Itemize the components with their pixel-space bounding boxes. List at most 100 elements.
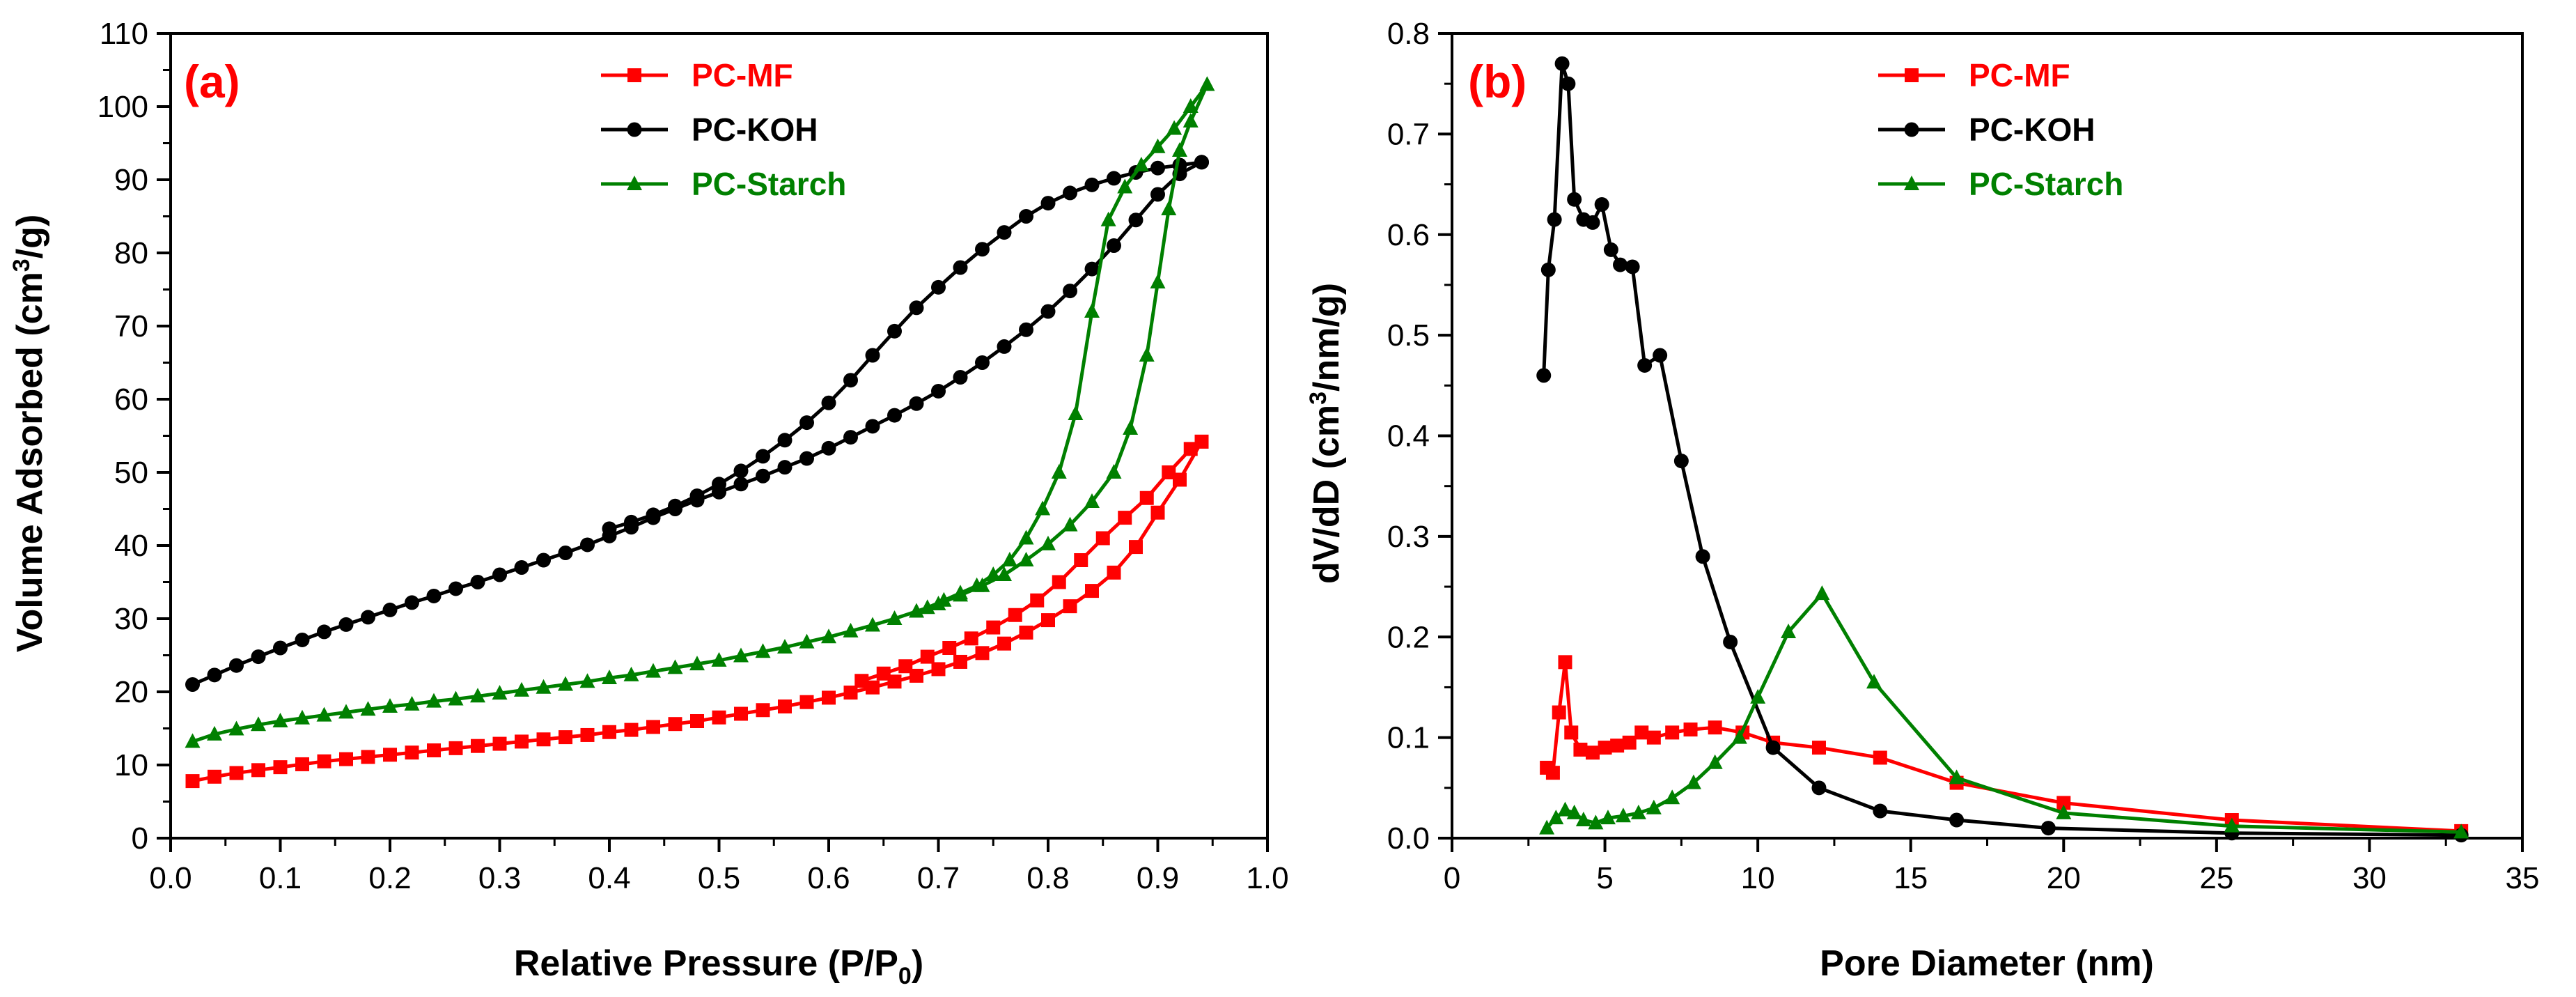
panel-a-x-tick-label: 0.9 (1137, 861, 1179, 895)
panel-a-pc-mf-point (1085, 584, 1099, 598)
panel-a-pc-koh-point (382, 602, 398, 617)
panel-a-pc-koh-point (361, 610, 375, 625)
panel-a-pc-koh-point (338, 617, 354, 632)
panel-a-pc-starch-point (711, 651, 727, 667)
panel-a-pc-mf-point (1095, 531, 1110, 546)
panel-a-pc-mf-point (492, 736, 507, 751)
panel-a-x-tick-label: 0.0 (149, 861, 192, 895)
panel-a-pc-starch-point (1199, 76, 1215, 91)
panel-a-pc-koh-point (1084, 261, 1100, 277)
panel-b-pc-koh-point (1585, 215, 1600, 230)
panel-a-legend-label: PC-Starch (692, 166, 846, 202)
panel-a-x-tick-label: 0.3 (478, 861, 521, 895)
panel-b-y-tick-label: 0.3 (1387, 520, 1430, 554)
panel-b-pc-koh-point (1561, 76, 1576, 91)
panel-a-pc-starch-point (1133, 157, 1149, 171)
panel-a-pc-koh-point (295, 632, 310, 647)
panel-a-pc-starch-point (1161, 201, 1177, 215)
panel-b-pc-starch-point (1814, 585, 1830, 601)
panel-b-pc-mf-point (1586, 745, 1600, 760)
panel-a-y-tick-label: 70 (114, 309, 148, 343)
panel-a-pc-starch-point (1040, 535, 1056, 550)
panel-a-pc-mf-point (273, 760, 288, 775)
panel-a-pc-koh-point (953, 260, 968, 275)
panel-b-pc-koh-point (1567, 192, 1582, 207)
panel-a-pc-mf-point (185, 774, 200, 789)
panel-a-pc-starch-point (492, 685, 508, 700)
panel-a-pc-koh-point (251, 649, 266, 665)
panel-b-pc-starch-point (1664, 789, 1680, 805)
panel-b-series (1536, 56, 2469, 843)
panel-b-pc-mf-point (1873, 750, 1887, 765)
panel-b-pc-mf-point (1558, 655, 1572, 670)
panel-b-pc-koh-point (1613, 257, 1628, 272)
panel-a-pc-mf-point (1129, 540, 1143, 555)
panel-a-pc-koh-point (1194, 155, 1209, 170)
panel-a-pc-starch-point (799, 633, 815, 649)
panel-b-y-tick-label: 0.4 (1387, 419, 1430, 454)
panel-b-pc-starch-point (1866, 674, 1882, 689)
panel-a-pc-koh-point (580, 537, 595, 552)
panel-a-pc-koh-point (843, 373, 858, 388)
panel-a-pc-starch-point (316, 706, 332, 722)
panel-a-pc-starch-point (514, 681, 529, 697)
panel-a-pc-mf-point (931, 662, 946, 677)
panel-b-pc-mf-point (1552, 705, 1566, 720)
panel-b-y-title-main: dV/dD (cm (1306, 405, 1347, 584)
panel-a-pc-starch-point (470, 688, 485, 703)
panel-a-pc-mf-point (383, 748, 397, 762)
panel-a-pc-mf-point (822, 690, 836, 705)
panel-a-pc-mf-point (624, 722, 639, 737)
panel-b-x-tick-label: 10 (1741, 861, 1775, 895)
panel-b-pc-mf-point (1708, 720, 1722, 735)
panel-a-pc-starch-point (579, 673, 595, 688)
panel-b-pc-koh-point (1536, 368, 1552, 383)
panel-b-pc-mf-points-line (1545, 660, 2462, 833)
panel-a-pc-starch-point (985, 566, 1001, 581)
panel-a-pc-mf-point (536, 732, 551, 747)
panel-a-pc-koh-point (448, 581, 463, 596)
panel-b-legend-label: PC-KOH (1969, 111, 2095, 148)
panel-a-pc-koh-point (1040, 196, 1056, 211)
panel-a-pc-koh-point (931, 279, 946, 295)
panel-a-legend-marker (627, 176, 642, 190)
panel-a-pc-starch-point (919, 599, 935, 615)
panel-a-pc-koh-point (514, 560, 529, 575)
panel-a-pc-mf-point (1052, 575, 1066, 589)
panel-b-plot-frame (1451, 32, 2524, 840)
panel-b-pc-koh-point (1723, 634, 1738, 649)
panel-a-pc-koh-point (733, 463, 749, 479)
panel-a-pc-starch-point (969, 577, 985, 592)
panel-b-pc-starch-point (1588, 814, 1604, 830)
panel-a-y-tick-label: 10 (114, 748, 148, 782)
panel-b-pc-koh-point (1653, 348, 1668, 363)
panel-a-pc-koh-point (470, 575, 485, 589)
panel-a-pc-mf-point (986, 620, 1001, 635)
panel-a-pc-mf-point (339, 752, 353, 766)
panel-b-pc-koh-point (1540, 262, 1556, 277)
panel-a-pc-starch-point (1117, 178, 1133, 194)
panel-a-pc-starch-point (887, 610, 903, 625)
panel-a-pc-mf-point (997, 636, 1011, 651)
panel-a-pc-starch-point (936, 592, 952, 607)
panel-b-y-tick-label: 0.2 (1387, 620, 1430, 654)
panel-a-pc-koh-point (712, 477, 726, 492)
panel-a-pc-koh-point (777, 460, 793, 475)
panel-b-pc-starch-point (1630, 804, 1646, 819)
panel-a-pc-starch-point (1018, 530, 1034, 545)
panel-a-pc-starch-point (1123, 420, 1139, 435)
panel-a-pc-koh-point (1019, 322, 1033, 337)
panel-a-pc-koh-point (207, 667, 222, 683)
panel-b-axes: 0 5 10 15 20 25 30 35 0.0 0.1 0.2 0.3 0.4 0.5 0.6 0.7 0.… (1387, 17, 2540, 895)
panel-b-pc-koh-point (1873, 803, 1888, 819)
panel-a-pc-mf-point (876, 666, 891, 681)
panel-a-pc-koh-point (909, 396, 924, 411)
panel-a-pc-starch-point (185, 733, 201, 748)
panel-b-label: (b) (1468, 56, 1527, 107)
panel-a-x-title-main: Relative Pressure (P/P (514, 943, 898, 984)
panel-a-pc-koh-point (1063, 284, 1077, 299)
panel-b-pc-mf-point (1811, 741, 1826, 755)
panel-a-pc-mf-point (229, 766, 244, 780)
panel-a-pc-starch-point (689, 656, 705, 671)
